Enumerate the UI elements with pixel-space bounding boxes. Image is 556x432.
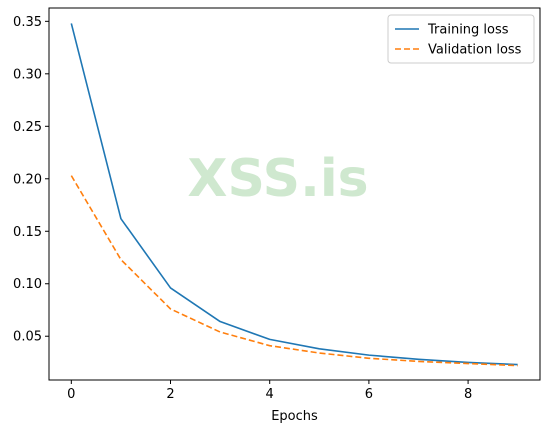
y-tick-label: 0.35 bbox=[13, 15, 42, 30]
y-tick-label: 0.15 bbox=[13, 225, 42, 240]
x-tick-label: 2 bbox=[166, 387, 174, 402]
y-tick-label: 0.30 bbox=[13, 67, 42, 82]
series-line bbox=[70, 175, 518, 367]
y-tick-label: 0.05 bbox=[13, 330, 42, 345]
series-line bbox=[70, 23, 518, 366]
x-tick-label: 6 bbox=[365, 387, 373, 402]
plot-area-frame bbox=[48, 7, 541, 381]
y-tick-label: 0.10 bbox=[13, 277, 42, 292]
x-axis-label: Epochs bbox=[271, 409, 318, 424]
legend-label: Training loss bbox=[427, 23, 509, 38]
series-validation-loss bbox=[70, 175, 518, 367]
x-tick-label: 8 bbox=[464, 387, 472, 402]
x-tick-label: 0 bbox=[67, 387, 75, 402]
y-axis: 0.05 0.10 0.15 0.20 0.25 0.30 0.35 bbox=[13, 15, 49, 345]
watermark-text: XSS.is bbox=[187, 149, 368, 209]
legend-box bbox=[387, 14, 535, 64]
y-tick-label: 0.25 bbox=[13, 120, 42, 135]
y-tick-label: 0.20 bbox=[13, 172, 42, 187]
x-axis: 0 2 4 6 8 bbox=[67, 380, 472, 402]
series-layer bbox=[70, 23, 518, 367]
legend-label: Validation loss bbox=[428, 43, 522, 58]
series-training-loss bbox=[70, 23, 518, 366]
x-tick-label: 4 bbox=[266, 387, 274, 402]
legend: Training loss Validation loss bbox=[387, 14, 535, 64]
